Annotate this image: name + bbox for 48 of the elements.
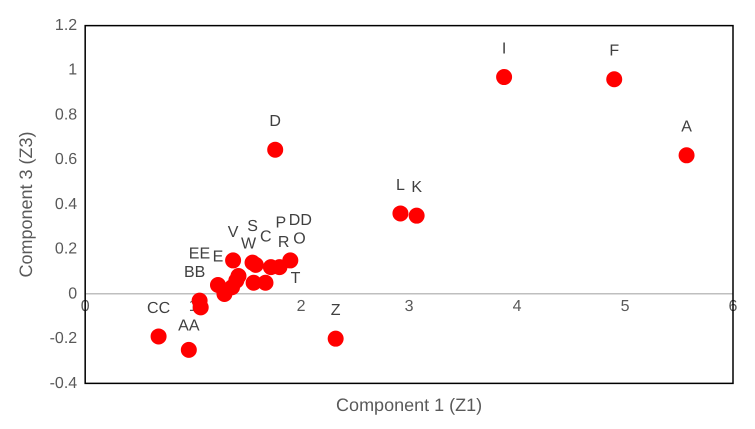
point	[678, 147, 695, 164]
annotation: EE	[188, 245, 210, 262]
point	[150, 328, 167, 344]
point	[408, 208, 425, 224]
y-tick-label: 1.2	[54, 17, 78, 34]
y-tick-label: 0	[68, 285, 78, 302]
y-tick-label: 0.6	[54, 151, 78, 168]
point	[180, 342, 197, 358]
annotation: I	[502, 40, 506, 58]
annotation: D	[269, 113, 281, 130]
x-tick-label: 3	[404, 298, 414, 315]
point	[225, 252, 242, 268]
annotation: R	[278, 234, 290, 252]
y-tick-label: -0.2	[50, 330, 78, 348]
annotation: L	[396, 176, 405, 194]
y-tick-label: 1	[68, 62, 78, 79]
y-tick-label: 0.2	[54, 240, 78, 258]
point	[248, 256, 264, 273]
x-axis-title: Component 1 (Z1)	[336, 395, 482, 416]
point	[496, 69, 512, 86]
annotation: F	[609, 42, 620, 60]
annotation: O	[293, 230, 306, 248]
annotation: K	[411, 179, 422, 196]
annotation: V	[228, 224, 239, 241]
annotation: E	[212, 248, 224, 266]
point	[282, 252, 298, 268]
annotation: CC	[147, 300, 170, 317]
x-tick-label: 4	[512, 298, 522, 315]
annotation: T	[290, 270, 301, 288]
point	[328, 330, 344, 347]
y-tick-label: 0.8	[54, 106, 78, 124]
annotation: W	[240, 235, 257, 252]
x-tick-label: 2	[296, 298, 306, 315]
annotation: A	[681, 118, 692, 136]
annotation: S	[247, 218, 258, 236]
annotation: C	[260, 228, 272, 246]
y-axis-title: Component 3 (Z3)	[16, 131, 36, 278]
y-tick-label: 0.4	[54, 196, 78, 213]
point	[267, 142, 284, 158]
annotation: BB	[184, 264, 206, 282]
point	[606, 71, 622, 88]
point	[392, 205, 408, 222]
annotation: AA	[178, 317, 200, 334]
annotation: Z	[330, 302, 341, 320]
annotation: DD	[288, 212, 312, 229]
y-tick-label: -0.4	[50, 374, 78, 392]
x-tick-label: 5	[620, 298, 630, 315]
annotation: P	[276, 214, 286, 232]
